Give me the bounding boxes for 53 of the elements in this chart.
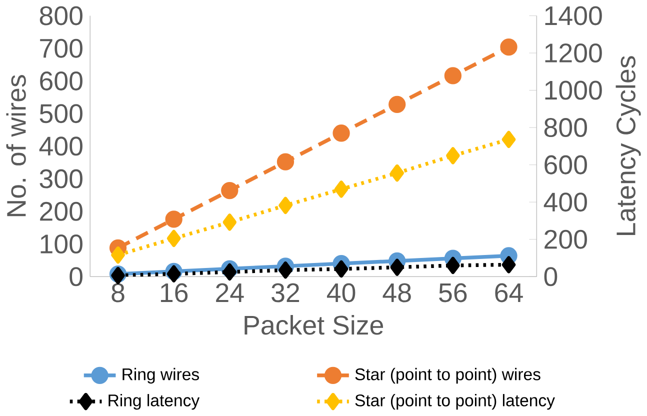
y-tick-label: 500: [40, 104, 82, 123]
y2-tick-label: 400: [544, 192, 587, 212]
y-axis-title: No. of wires: [6, 74, 26, 216]
point: [166, 230, 181, 247]
point: [165, 210, 182, 228]
x-tick-label: 16: [160, 282, 188, 302]
point: [334, 260, 348, 278]
y2-tick-label: 200: [544, 230, 587, 249]
x-tick-label: 8: [112, 282, 124, 302]
y-tick-label: 200: [40, 202, 82, 221]
y2-tick-label: 1200: [545, 43, 602, 62]
y-tick-label: 400: [39, 136, 82, 156]
point: [276, 153, 294, 170]
point: [334, 180, 348, 198]
point: [390, 258, 404, 276]
x-tick-label: 40: [326, 282, 356, 302]
point: [222, 263, 237, 280]
point: [278, 261, 292, 278]
y2-axis-title: Latency Cycles: [616, 56, 641, 235]
x-axis-title: Packet Size: [244, 314, 384, 335]
legend-label: Star (point to point) wires: [355, 368, 540, 384]
point: [502, 256, 516, 274]
point: [332, 124, 350, 142]
x-tick-label: 32: [272, 282, 300, 302]
y2-tick-label: 1400: [545, 6, 602, 26]
y2-tick-label: 1000: [545, 80, 602, 100]
y-tick-label: 0: [70, 266, 82, 286]
x-tick-label: 64: [495, 282, 523, 302]
x-tick-label: 56: [439, 282, 467, 302]
legend-label: Ring latency: [108, 394, 200, 410]
point: [388, 96, 406, 113]
legend-label: Ring wires: [122, 368, 199, 384]
y-tick-label: 300: [40, 169, 82, 188]
y-tick-label: 700: [40, 38, 82, 58]
point: [446, 256, 460, 274]
y-tick-label: 600: [40, 71, 82, 90]
legend-label: Star (point to point) latency: [355, 394, 555, 410]
point: [444, 66, 462, 84]
y2-tick-label: 600: [544, 155, 587, 174]
y-tick-label: 100: [40, 234, 82, 254]
point: [278, 196, 292, 214]
point: [446, 146, 460, 164]
x-tick-label: 24: [216, 282, 244, 302]
point: [222, 213, 237, 231]
point: [221, 182, 238, 199]
point: [500, 38, 518, 56]
point: [111, 246, 125, 264]
point: [390, 164, 404, 182]
y-tick-label: 800: [40, 6, 82, 26]
point: [502, 130, 516, 148]
y2-tick-label: 800: [544, 118, 587, 137]
x-tick-label: 48: [382, 282, 411, 302]
y2-tick-label: 0: [544, 266, 558, 286]
